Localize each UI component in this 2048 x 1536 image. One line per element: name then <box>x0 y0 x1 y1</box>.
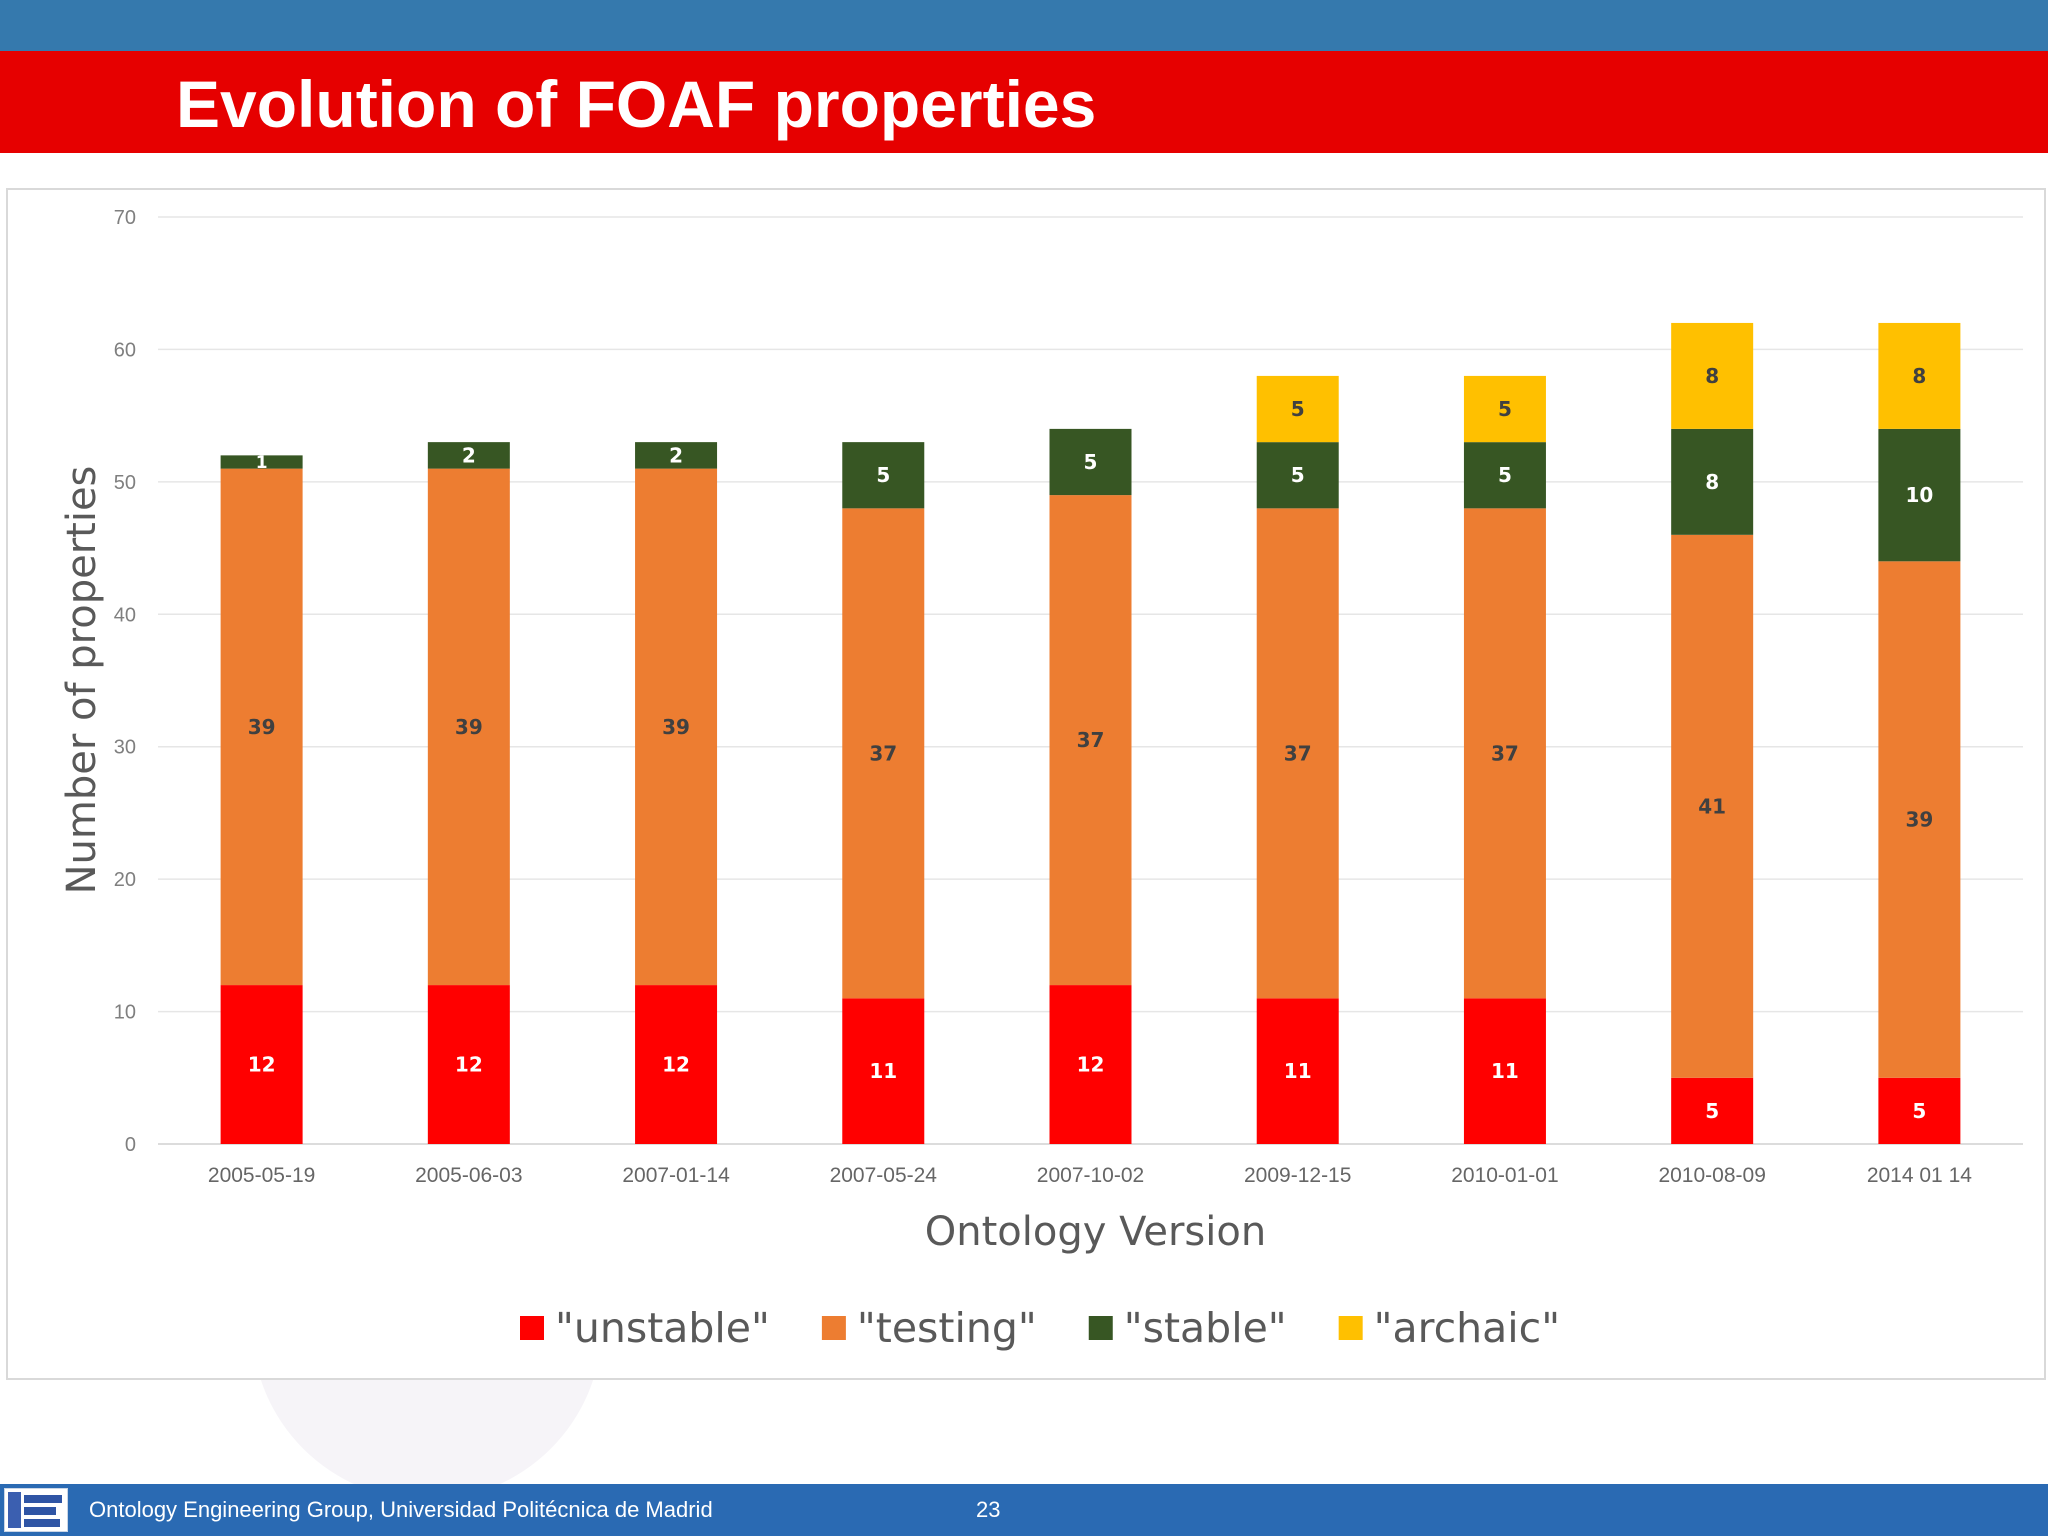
data-label: 5 <box>1705 1099 1719 1123</box>
slide-title: Evolution of FOAF properties <box>176 67 1097 141</box>
legend-swatch-0 <box>520 1316 544 1340</box>
bar-segment-2-5 <box>1256 442 1339 509</box>
legend-swatch-2 <box>1088 1316 1113 1340</box>
data-label: 10 <box>1905 483 1933 507</box>
bar-segment-2-0 <box>220 455 303 469</box>
data-label: 37 <box>869 741 897 765</box>
data-label: 12 <box>455 1053 483 1077</box>
data-label: 5 <box>1498 397 1512 421</box>
legend-label-0: "unstable" <box>555 1304 770 1352</box>
data-label: 8 <box>1705 364 1719 388</box>
bar-segment-1-2 <box>635 468 718 986</box>
footer-organization: Ontology Engineering Group, Universidad … <box>89 1497 713 1522</box>
bar-segment-2-2 <box>635 442 718 469</box>
data-label: 2 <box>462 443 476 467</box>
bar-segment-0-5 <box>1256 998 1339 1144</box>
bar-segment-3-8 <box>1878 322 1961 429</box>
data-label: 5 <box>1912 1099 1926 1123</box>
x-tick-label: 2010-08-09 <box>1658 1164 1765 1187</box>
bar-segment-0-3 <box>842 998 925 1144</box>
bar-segment-1-6 <box>1463 508 1546 999</box>
bar-segment-0-2 <box>635 985 718 1144</box>
bar-segment-2-3 <box>842 442 925 509</box>
y-tick-label: 50 <box>114 472 136 494</box>
y-tick-label: 60 <box>114 339 136 361</box>
bar-segment-2-1 <box>427 442 510 469</box>
data-label: 11 <box>869 1059 897 1083</box>
title-band <box>0 51 2048 153</box>
data-label: 37 <box>1284 741 1312 765</box>
chart-frame: 0 10 20 30 40 50 60 70 12 39 1 2005-05-19 12 39 2 2005-… <box>6 188 2046 1380</box>
legend-label-2: "stable" <box>1124 1304 1287 1352</box>
bar-segment-2-8 <box>1878 428 1961 562</box>
bar-segment-0-7 <box>1671 1077 1754 1144</box>
x-tick-label: 2005-06-03 <box>415 1164 522 1187</box>
bar-segment-1-4 <box>1049 495 1132 986</box>
bar-segment-1-1 <box>427 468 510 986</box>
x-axis-title: Ontology Version <box>925 1209 1266 1255</box>
data-label: 5 <box>1291 397 1305 421</box>
data-label: 5 <box>1498 463 1512 487</box>
bar-segment-2-4 <box>1049 428 1132 496</box>
data-label: 12 <box>662 1053 690 1077</box>
data-label: 11 <box>1284 1059 1312 1083</box>
bar-segment-0-6 <box>1463 998 1546 1144</box>
data-label: 39 <box>248 715 276 739</box>
data-label: 12 <box>1077 1053 1105 1077</box>
stacked-bar-chart: 0 10 20 30 40 50 60 70 12 39 1 2005-05-19 12 39 2 2005-… <box>59 207 2023 1352</box>
top-color-band <box>0 0 2048 51</box>
footer-bar <box>0 1484 2048 1536</box>
x-tick-label: 2007-01-14 <box>622 1164 730 1187</box>
legend-label-1: "testing" <box>857 1304 1037 1352</box>
x-tick-label: 2014 01 14 <box>1867 1164 1972 1187</box>
data-label: 12 <box>248 1053 276 1077</box>
bar-segment-3-5 <box>1256 375 1339 443</box>
page-number: 23 <box>976 1497 1001 1522</box>
y-tick-label: 10 <box>114 1002 136 1024</box>
x-tick-label: 2007-05-24 <box>830 1164 938 1187</box>
bar-segment-0-0 <box>220 985 303 1144</box>
data-label: 5 <box>876 463 890 487</box>
bar-segment-0-4 <box>1049 985 1132 1144</box>
data-label: 2 <box>669 443 683 467</box>
legend-swatch-3 <box>1338 1316 1363 1340</box>
y-tick-label: 0 <box>125 1134 136 1156</box>
data-label: 37 <box>1491 741 1519 765</box>
bar-segment-3-7 <box>1671 322 1754 429</box>
x-tick-label: 2007-10-02 <box>1037 1164 1144 1187</box>
bar-segment-0-1 <box>427 985 510 1144</box>
y-tick-label: 30 <box>114 737 136 759</box>
y-tick-label: 70 <box>114 207 136 229</box>
data-label: 39 <box>662 715 690 739</box>
data-label: 41 <box>1698 794 1726 818</box>
bar-segment-1-7 <box>1671 534 1754 1078</box>
data-label: 5 <box>1084 450 1098 474</box>
bar-segment-0-8 <box>1878 1077 1961 1144</box>
data-label: 39 <box>1905 808 1933 832</box>
bar-segment-3-6 <box>1463 375 1546 443</box>
data-label: 11 <box>1491 1059 1519 1083</box>
y-tick-label: 20 <box>114 869 136 891</box>
x-tick-label: 2005-05-19 <box>208 1164 315 1187</box>
y-axis-title: Number of properties <box>59 466 105 895</box>
data-label: 8 <box>1705 470 1719 494</box>
bar-segment-1-5 <box>1256 508 1339 999</box>
data-label: 39 <box>455 715 483 739</box>
y-tick-label: 40 <box>114 604 136 626</box>
legend-label-3: "archaic" <box>1374 1304 1560 1352</box>
data-label: 37 <box>1077 728 1105 752</box>
bar-segment-1-0 <box>220 468 303 986</box>
bar-segment-2-6 <box>1463 442 1546 509</box>
data-label: 8 <box>1912 364 1926 388</box>
x-tick-label: 2009-12-15 <box>1244 1164 1351 1187</box>
bar-segment-1-8 <box>1878 561 1961 1078</box>
legend-swatch-1 <box>821 1316 846 1340</box>
data-label: 1 <box>256 453 268 473</box>
data-label: 5 <box>1291 463 1305 487</box>
bar-segment-2-7 <box>1671 428 1754 535</box>
oeg-logo-icon <box>4 1488 68 1532</box>
x-tick-label: 2010-01-01 <box>1451 1164 1558 1187</box>
bar-segment-1-3 <box>842 508 925 999</box>
